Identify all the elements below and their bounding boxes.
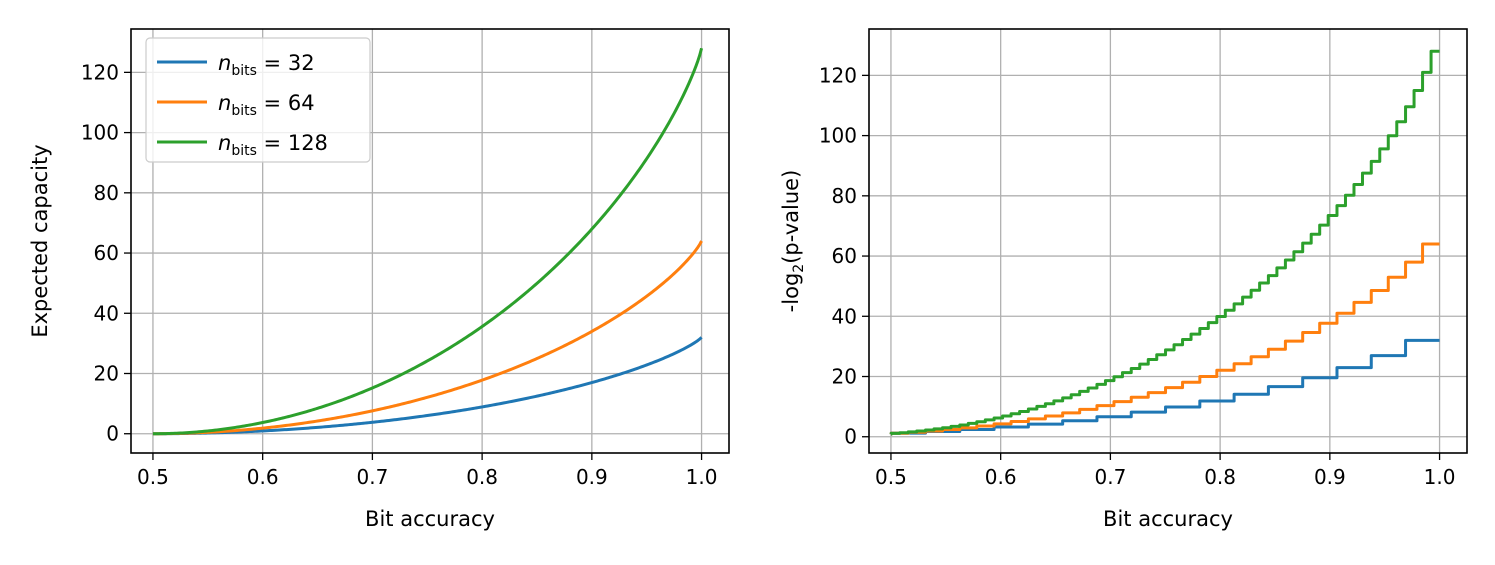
y-axis-label-sub: 2 — [791, 264, 807, 273]
legend-label-128: nbits = 128 — [218, 131, 328, 159]
series-line-128 — [889, 49, 1441, 436]
x-tick-label: 0.6 — [247, 465, 279, 489]
legend-sub: bits — [231, 103, 257, 119]
y-axis-label-prefix: -log — [779, 273, 803, 313]
legend: nbits = 32 nbits = 64 nbits = 128 — [145, 37, 371, 163]
series-line-32 — [889, 338, 1441, 436]
series-line-64 — [889, 242, 1441, 436]
y-tick-label: 100 — [81, 121, 119, 145]
x-tick-label: 0.7 — [1094, 465, 1126, 489]
chart-expected-capacity: 0.5 0.6 0.7 0.8 0.9 1.0 0 20 40 60 80 100 120 Bit ac… — [28, 28, 730, 531]
y-axis-label: -log2(p-value) — [779, 170, 807, 313]
chart-p-value: 0.5 0.6 0.7 0.8 0.9 1.0 0 20 40 60 80 100 120 Bit ac… — [779, 28, 1468, 531]
series-line-32 — [152, 336, 703, 436]
series-lines — [152, 47, 704, 436]
y-tick-label: 120 — [819, 63, 857, 87]
plot-frame — [868, 28, 1468, 454]
y-tick-label: 60 — [94, 241, 119, 265]
x-tick-label: 0.9 — [1314, 465, 1346, 489]
y-axis-label-suffix: (p-value) — [779, 170, 803, 264]
legend-sub: bits — [231, 63, 257, 79]
x-tick-label: 1.0 — [1424, 465, 1456, 489]
legend-entry-32: nbits = 32 — [157, 51, 315, 79]
plot-frame — [130, 28, 730, 454]
x-tick-label: 0.5 — [875, 465, 907, 489]
x-tick-label: 0.8 — [1204, 465, 1236, 489]
y-tick-label: 120 — [81, 60, 119, 84]
y-tick-label: 60 — [832, 244, 857, 268]
y-axis-label: Expected capacity — [28, 144, 52, 337]
x-axis-label: Bit accuracy — [365, 507, 495, 531]
y-tick-label: 100 — [819, 124, 857, 148]
y-tick-label: 40 — [832, 304, 857, 328]
series-line-128 — [152, 47, 704, 436]
ticks: 0.5 0.6 0.7 0.8 0.9 1.0 0 20 40 60 80 100 120 — [81, 60, 718, 489]
x-tick-label: 1.0 — [686, 465, 718, 489]
grid — [869, 29, 1467, 453]
x-tick-label: 0.9 — [576, 465, 608, 489]
x-axis-label: Bit accuracy — [1103, 507, 1233, 531]
legend-var: n — [218, 51, 231, 75]
legend-var: n — [218, 131, 231, 155]
legend-label-64: nbits = 64 — [218, 91, 315, 119]
y-tick-label: 80 — [94, 181, 119, 205]
grid — [131, 29, 729, 453]
y-tick-label: 0 — [106, 422, 119, 446]
y-tick-label: 80 — [832, 184, 857, 208]
legend-sub: bits — [231, 143, 257, 159]
y-tick-label: 20 — [832, 365, 857, 389]
series-lines — [889, 49, 1441, 436]
legend-var: n — [218, 91, 231, 115]
x-tick-label: 0.8 — [466, 465, 498, 489]
legend-value: 64 — [288, 91, 315, 115]
y-tick-label: 0 — [844, 425, 857, 449]
y-tick-label: 20 — [94, 362, 119, 386]
legend-label-32: nbits = 32 — [218, 51, 315, 79]
legend-value: 32 — [288, 51, 315, 75]
legend-box — [145, 37, 371, 163]
legend-value: 128 — [288, 131, 328, 155]
legend-entry-128: nbits = 128 — [157, 131, 328, 159]
legend-entry-64: nbits = 64 — [157, 91, 315, 119]
x-tick-label: 0.6 — [985, 465, 1017, 489]
x-tick-label: 0.7 — [356, 465, 388, 489]
ticks: 0.5 0.6 0.7 0.8 0.9 1.0 0 20 40 60 80 100 120 — [819, 63, 1456, 489]
y-tick-label: 40 — [94, 301, 119, 325]
x-tick-label: 0.5 — [137, 465, 169, 489]
series-line-64 — [152, 240, 703, 436]
